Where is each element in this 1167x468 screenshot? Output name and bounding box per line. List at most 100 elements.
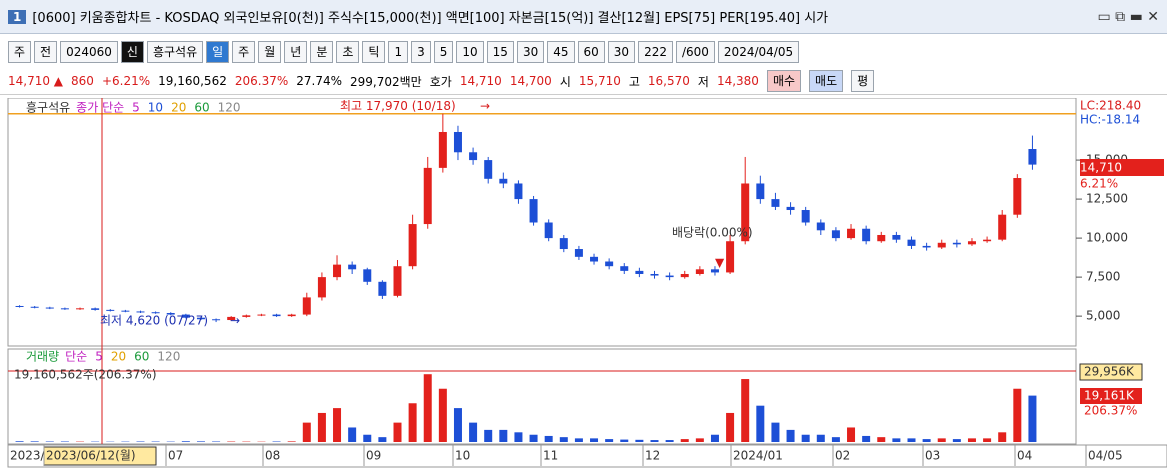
toolbar-button[interactable]: 15 (486, 41, 514, 63)
candle-body (378, 281, 387, 296)
toolbar-button[interactable]: 틱 (362, 41, 386, 63)
x-tick-label: 07 (168, 449, 183, 463)
toolbar-button[interactable]: 흥구석유 (146, 41, 204, 63)
toolbar-button[interactable]: 신 (120, 41, 144, 63)
window-badge: 1 (8, 9, 27, 24)
toolbar-button[interactable]: 30 (516, 41, 545, 63)
toolbar-button[interactable]: 1 (388, 41, 409, 63)
toolbar-button[interactable]: 3 (411, 41, 431, 63)
toolbar-button[interactable]: 주 (8, 41, 32, 63)
volume-bar (635, 439, 644, 442)
toolbar-button[interactable]: 일 (206, 41, 230, 63)
right-label: 29,956K (1084, 365, 1135, 379)
toolbar-button[interactable]: 월 (258, 41, 282, 63)
quote-field: 14,380 (716, 74, 759, 88)
quote-field: 시 (559, 74, 571, 89)
quote-field[interactable]: 매수 (766, 70, 802, 92)
right-label: HC:-18.14 (1080, 113, 1140, 127)
toolbar-button[interactable]: /600 (675, 41, 715, 63)
toolbar-button[interactable]: 30 (607, 41, 636, 63)
candle-body (605, 261, 614, 267)
candle-body (151, 312, 160, 314)
legend-item: 종가 단순 (76, 101, 124, 115)
toolbar-button[interactable]: 전 (34, 41, 58, 63)
right-label: 19,161K (1084, 389, 1135, 403)
candle-body (529, 199, 538, 223)
x-tick-label: 04 (1017, 449, 1032, 463)
toolbar-button[interactable]: 10 (456, 41, 484, 63)
vol-box (1079, 363, 1143, 381)
x-tick-label: 10 (455, 449, 470, 463)
volume-bar (469, 422, 478, 442)
volume-bar (529, 434, 538, 442)
volume-bar (998, 432, 1007, 442)
legend-item: 120 (218, 101, 241, 115)
quote-field: 19,160,562 (158, 74, 227, 88)
quote-field: 저 (697, 74, 709, 89)
volume-bar (786, 429, 795, 442)
legend-item: 20 (111, 350, 126, 364)
legend-item: 단순 (65, 350, 87, 364)
x-tick-label: 04/05 (1088, 449, 1123, 463)
y-tick-label: 10,000 (1086, 231, 1128, 245)
candle-body (453, 131, 462, 153)
volume-bar (559, 437, 568, 442)
toolbar-button[interactable]: 초 (336, 41, 360, 63)
candle-body (484, 160, 493, 179)
quote-field[interactable]: 평 (851, 70, 875, 92)
candle-body (348, 264, 357, 270)
candle-body (227, 316, 236, 321)
toolbar-button[interactable]: 년 (284, 41, 308, 63)
candle-body (680, 273, 689, 278)
volume-bar (302, 422, 311, 442)
toolbar-button[interactable]: 45 (547, 41, 575, 63)
candle-body (121, 310, 130, 312)
candle-body (892, 234, 901, 240)
candle-body (212, 319, 221, 321)
toolbar-button[interactable]: 분 (310, 41, 334, 63)
toolbar-button[interactable]: 주 (232, 41, 256, 63)
volume-bar (952, 439, 961, 442)
x-tick-label: 08 (265, 449, 280, 463)
candle-body (91, 308, 100, 310)
right-label: LC:218.40 (1080, 99, 1141, 113)
toolbar-button[interactable]: 222 (638, 41, 673, 63)
candle-body (952, 242, 961, 245)
candle-body (1013, 178, 1022, 215)
candle-body (756, 183, 765, 200)
toolbar-button[interactable]: 5 (433, 41, 454, 63)
candle-body (786, 206, 795, 211)
quote-field[interactable]: 매도 (809, 70, 844, 92)
x-tick-label: 12 (645, 449, 660, 463)
toolbar-button[interactable]: 024060 (60, 41, 118, 63)
quote-field: 16,570 (647, 74, 690, 88)
candle-body (710, 269, 719, 273)
window-controls[interactable]: ▭ ⧉ ▬ ✕ (1097, 8, 1159, 25)
volume-bar (756, 405, 765, 442)
toolbar-button[interactable]: 60 (577, 41, 605, 63)
vol-box (1080, 388, 1142, 404)
volume-bar (348, 427, 357, 442)
volume-bar (393, 422, 402, 442)
candle-body (922, 245, 931, 248)
volume-note: 19,160,562주(206.37%) (14, 368, 157, 382)
price-box (1080, 159, 1164, 176)
toolbar-button[interactable]: 2024/04/05 (717, 41, 800, 63)
volume-bar (983, 438, 992, 442)
x-tick-label: 11 (543, 449, 558, 463)
legend-item: 60 (194, 101, 209, 115)
candle-body (181, 314, 190, 318)
volume-bar (741, 379, 750, 442)
legend-item: 5 (95, 350, 103, 364)
candle-body (302, 297, 311, 315)
volume-panel (7, 348, 1077, 445)
volume-bar (937, 438, 946, 442)
volume-bar (363, 434, 372, 442)
candle-body (877, 234, 886, 242)
quote-field: 14,710 ▲ (8, 74, 64, 88)
candle-body (650, 273, 659, 276)
candle-body (393, 266, 402, 296)
volume-bar (680, 439, 689, 442)
legend-item: 5 (132, 101, 140, 115)
candle-body (937, 242, 946, 248)
